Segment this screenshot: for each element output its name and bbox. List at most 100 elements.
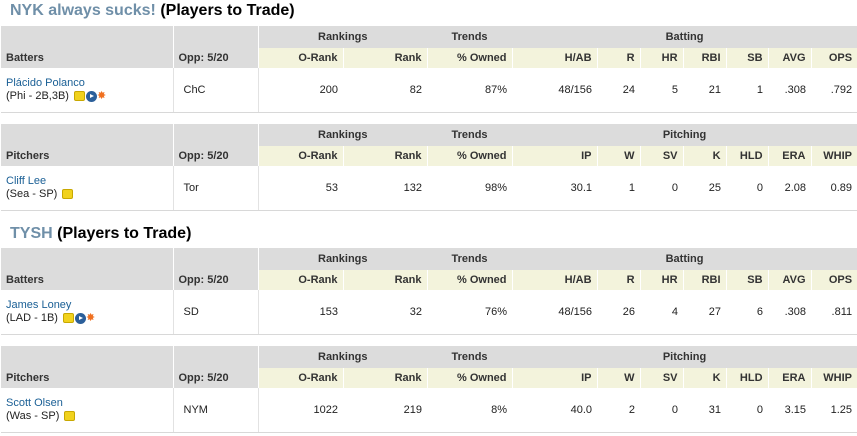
stat-value: 132 xyxy=(343,166,428,211)
player-info: (LAD - 1B) xyxy=(6,312,58,324)
column-header[interactable]: HR xyxy=(639,48,684,68)
column-header[interactable]: WHIP xyxy=(810,146,857,166)
column-header[interactable]: IP xyxy=(511,146,598,166)
stat-value: 0 xyxy=(640,166,684,211)
section-title: NYK always sucks! (Players to Trade) xyxy=(10,2,295,20)
stats-group-label: Batting xyxy=(512,248,857,270)
column-header[interactable]: R xyxy=(596,270,641,290)
stat-value: 1 xyxy=(597,166,641,211)
column-header[interactable]: O-Rank xyxy=(257,368,343,388)
column-header[interactable]: ERA xyxy=(767,146,812,166)
note-icon[interactable] xyxy=(74,91,86,102)
column-header[interactable]: R xyxy=(596,48,641,68)
stat-value: 2.08 xyxy=(768,166,812,211)
table-row: James Loney (LAD - 1B) ✸ SD 153 32 76% 4… xyxy=(1,290,857,335)
batters-table: Batters Opp: 5/20 Rankings Trends Battin… xyxy=(1,26,857,113)
column-header[interactable]: H/AB xyxy=(511,270,598,290)
trends-group-label: Trends xyxy=(427,26,513,48)
column-header[interactable]: W xyxy=(596,368,641,388)
column-header[interactable]: HR xyxy=(639,270,684,290)
stat-value: 8% xyxy=(427,388,513,433)
opp-header-label: Opp: 5/20 xyxy=(173,124,259,166)
stat-value: 0 xyxy=(726,166,769,211)
column-header[interactable]: SV xyxy=(639,368,684,388)
rankings-group-label: Rankings xyxy=(258,346,428,368)
play-icon[interactable] xyxy=(75,312,87,324)
column-header[interactable]: RBI xyxy=(682,48,727,68)
column-header[interactable]: OPS xyxy=(810,270,857,290)
column-header[interactable]: AVG xyxy=(767,48,812,68)
stat-value: 25 xyxy=(683,166,727,211)
column-header[interactable]: % Owned xyxy=(426,48,513,68)
note-icon[interactable] xyxy=(63,313,75,324)
stat-value: 2 xyxy=(597,388,641,433)
column-header[interactable]: K xyxy=(682,368,727,388)
column-header[interactable]: ERA xyxy=(767,368,812,388)
column-header[interactable]: WHIP xyxy=(810,368,857,388)
stat-value: 30.1 xyxy=(512,166,598,211)
stat-value: 82 xyxy=(343,68,428,113)
column-header[interactable]: Rank xyxy=(342,146,428,166)
column-header[interactable]: W xyxy=(596,146,641,166)
opponent-cell: Tor xyxy=(173,166,259,211)
player-name-link[interactable]: James Loney xyxy=(6,299,72,311)
player-cell: James Loney (LAD - 1B) ✸ xyxy=(1,290,174,335)
stat-value: 40.0 xyxy=(512,388,598,433)
stat-value: 153 xyxy=(258,290,343,335)
column-header[interactable]: SB xyxy=(725,270,769,290)
column-header[interactable]: RBI xyxy=(682,270,727,290)
row-header-label: Pitchers xyxy=(1,124,174,166)
stats-group-label: Pitching xyxy=(512,124,857,146)
player-name-link[interactable]: Scott Olsen xyxy=(6,397,63,409)
player-name-link[interactable]: Cliff Lee xyxy=(6,175,47,187)
note-icon[interactable] xyxy=(62,189,74,200)
stat-value: 87% xyxy=(427,68,513,113)
table-row: Plácido Polanco (Phi - 2B,3B) ✸ ChC 200 … xyxy=(1,68,857,113)
note-icon[interactable] xyxy=(64,411,76,422)
column-header[interactable]: K xyxy=(682,146,727,166)
player-name-link[interactable]: Plácido Polanco xyxy=(6,77,85,89)
star-icon[interactable]: ✸ xyxy=(97,90,107,103)
player-cell: Plácido Polanco (Phi - 2B,3B) ✸ xyxy=(1,68,174,113)
column-header[interactable]: Rank xyxy=(342,368,428,388)
play-icon[interactable] xyxy=(86,90,98,102)
stat-value: 76% xyxy=(427,290,513,335)
pitchers-table: Pitchers Opp: 5/20 Rankings Trends Pitch… xyxy=(1,346,857,433)
column-header[interactable]: OPS xyxy=(810,48,857,68)
stat-value: 21 xyxy=(683,68,727,113)
column-header[interactable]: % Owned xyxy=(426,146,513,166)
column-header[interactable]: O-Rank xyxy=(257,146,343,166)
stat-value: 0 xyxy=(640,388,684,433)
column-header[interactable]: % Owned xyxy=(426,270,513,290)
stat-value: 1022 xyxy=(258,388,343,433)
column-header[interactable]: HLD xyxy=(725,146,769,166)
player-info: (Phi - 2B,3B) xyxy=(6,90,69,102)
column-header[interactable]: O-Rank xyxy=(257,48,343,68)
stat-value: 1.25 xyxy=(811,388,857,433)
column-header[interactable]: SV xyxy=(639,146,684,166)
rankings-group-label: Rankings xyxy=(258,26,428,48)
column-header[interactable]: % Owned xyxy=(426,368,513,388)
column-header[interactable]: IP xyxy=(511,368,598,388)
column-header[interactable]: Rank xyxy=(342,48,428,68)
column-header[interactable]: O-Rank xyxy=(257,270,343,290)
pitchers-table: Pitchers Opp: 5/20 Rankings Trends Pitch… xyxy=(1,124,857,211)
stat-value: .811 xyxy=(811,290,857,335)
player-info: (Sea - SP) xyxy=(6,188,58,200)
column-header[interactable]: H/AB xyxy=(511,48,598,68)
column-header[interactable]: SB xyxy=(725,48,769,68)
column-header[interactable]: Rank xyxy=(342,270,428,290)
star-icon[interactable]: ✸ xyxy=(86,312,96,325)
opp-header-label: Opp: 5/20 xyxy=(173,26,259,68)
table-row: Cliff Lee (Sea - SP) Tor 53 132 98% 30.1… xyxy=(1,166,857,211)
opponent-cell: ChC xyxy=(173,68,259,113)
column-header[interactable]: HLD xyxy=(725,368,769,388)
stat-value: 48/156 xyxy=(512,68,598,113)
rankings-group-label: Rankings xyxy=(258,124,428,146)
trends-group-label: Trends xyxy=(427,124,513,146)
stat-value: .308 xyxy=(768,68,812,113)
stat-value: 1 xyxy=(726,68,769,113)
column-header[interactable]: AVG xyxy=(767,270,812,290)
team-name: TYSH xyxy=(10,225,53,242)
opp-header-label: Opp: 5/20 xyxy=(173,346,259,388)
